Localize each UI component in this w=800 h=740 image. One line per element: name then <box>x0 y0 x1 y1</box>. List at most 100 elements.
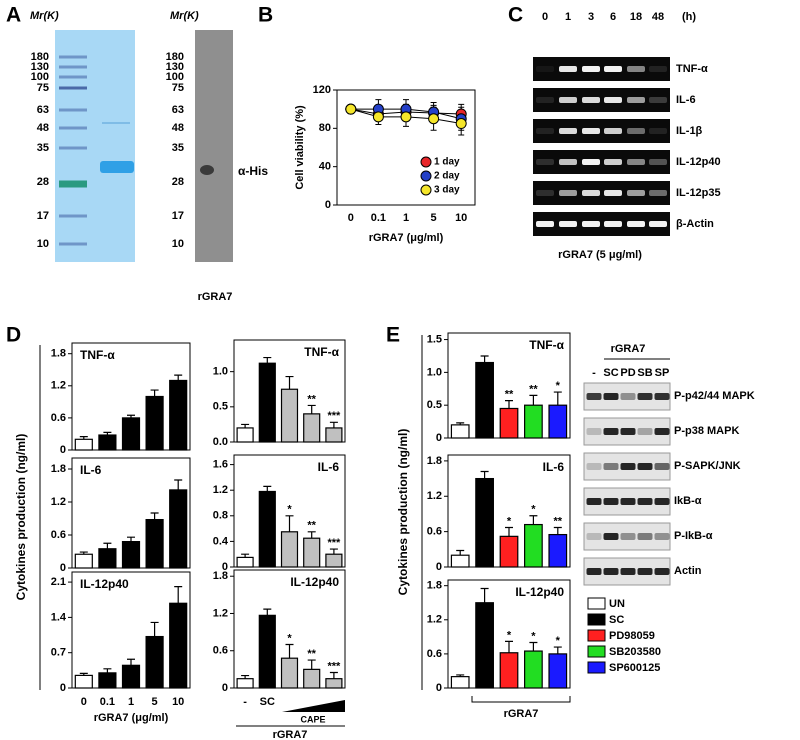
error-bar <box>150 621 159 637</box>
error-bar <box>307 531 316 539</box>
bar <box>236 427 254 443</box>
legend-label: UN <box>609 598 625 610</box>
blot-band <box>603 393 619 400</box>
blot-band <box>637 568 653 575</box>
error-bar <box>263 356 272 364</box>
gene-label: IL-12p35 <box>676 187 721 199</box>
blot-band <box>620 393 636 400</box>
gel-row <box>533 88 670 112</box>
significance: * <box>556 635 561 647</box>
blot-band <box>586 533 602 540</box>
ladder-band <box>59 65 87 69</box>
x-tick-label: 10 <box>172 696 184 708</box>
marker-label: 10 <box>172 238 184 250</box>
chart-title: IL-6 <box>80 463 102 477</box>
gel-band <box>604 190 622 196</box>
error-bar <box>263 608 272 616</box>
chart-title: TNF-α <box>529 338 564 352</box>
legend-marker <box>420 156 432 168</box>
gel-band <box>536 159 554 165</box>
y-tick-label: 0.4 <box>213 535 229 547</box>
x-label: rGRA7 (μg/ml) <box>369 232 444 244</box>
y-tick-label: 1.2 <box>51 496 66 508</box>
error-bar <box>529 641 538 652</box>
blot-band <box>637 463 653 470</box>
error-bar <box>505 399 513 409</box>
error-bar <box>174 374 183 381</box>
y-tick-label: 0.6 <box>427 648 442 660</box>
blot-band <box>586 428 602 435</box>
error-bar <box>285 643 294 659</box>
x-tick-label: SC <box>260 696 275 708</box>
lane-label: SP <box>655 367 670 379</box>
blot-band <box>620 498 636 505</box>
x-tick-label: 1 <box>128 696 134 708</box>
blot-band <box>637 533 653 540</box>
x-tick-label: 0 <box>81 696 87 708</box>
y-tick-label: 1.8 <box>427 580 442 592</box>
bar <box>450 424 470 439</box>
gel-band <box>536 66 554 72</box>
legend-swatch <box>587 661 606 674</box>
error-bar <box>480 470 489 479</box>
y-tick-label: 1.2 <box>213 484 228 496</box>
error-bar <box>285 375 294 390</box>
y-tick-label: 1.0 <box>427 366 442 378</box>
bar <box>280 388 299 443</box>
lane-label: SB <box>637 367 652 379</box>
y-tick-label: 0 <box>60 444 66 456</box>
error-bar <box>505 526 513 537</box>
bar <box>303 668 321 689</box>
x-label: rGRA7 (μg/ml) <box>94 712 169 724</box>
point <box>455 118 467 130</box>
marker-label: 17 <box>172 210 184 222</box>
ladder-band <box>59 75 87 79</box>
panel-label: E <box>386 324 400 347</box>
x-label: rGRA7 (5 μg/ml) <box>558 249 642 261</box>
gel-band <box>559 159 577 165</box>
y-tick-label: 1.2 <box>427 614 442 626</box>
bar <box>499 652 519 689</box>
blot-band <box>620 428 636 435</box>
blot-header: rGRA7 <box>611 343 646 355</box>
gel-band <box>536 97 554 103</box>
marker-label: 130 <box>31 61 49 73</box>
significance: * <box>287 504 292 516</box>
y-label: Cell viability (%) <box>294 105 306 190</box>
gel-row <box>533 181 670 205</box>
time-label: 3 <box>588 11 594 23</box>
gel-band <box>582 128 600 134</box>
point <box>428 113 440 125</box>
legend-label: SP600125 <box>609 662 660 674</box>
point <box>400 111 412 123</box>
gel-band <box>649 128 667 134</box>
chart-title: IL-12p40 <box>515 585 564 599</box>
bar <box>548 404 568 439</box>
gel-row <box>533 119 670 143</box>
bar <box>236 556 254 568</box>
marker-label: 17 <box>37 210 49 222</box>
ladder-band <box>59 180 87 188</box>
y-tick-label: 2.1 <box>51 576 66 588</box>
legend-label: SB203580 <box>609 646 661 658</box>
gel-band <box>559 66 577 72</box>
gel-band <box>559 190 577 196</box>
mr-label: Mr(K) <box>30 10 59 22</box>
error-bar <box>127 536 135 542</box>
x-tick-label: - <box>243 696 247 708</box>
bar <box>450 676 470 689</box>
bar <box>98 434 117 451</box>
blot-label: α-His <box>238 164 268 178</box>
blot-band <box>603 568 619 575</box>
panel-label: B <box>258 4 273 27</box>
bar <box>169 379 188 451</box>
gel-band <box>604 221 622 227</box>
gene-label: β-Actin <box>676 218 714 230</box>
y-label: Cytokines production (ng/ml) <box>396 429 410 596</box>
gel-band <box>627 66 645 72</box>
bar <box>524 523 543 568</box>
panel-label: A <box>6 4 21 27</box>
y-tick-label: 0 <box>436 561 442 573</box>
sample-band <box>100 161 134 173</box>
gene-label: IL-6 <box>676 94 696 106</box>
